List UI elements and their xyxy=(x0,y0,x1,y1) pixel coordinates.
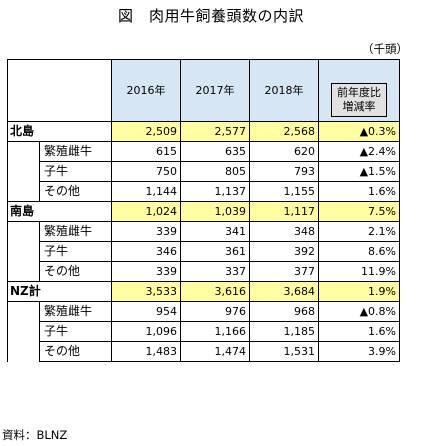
row-label: 子牛 xyxy=(39,321,112,342)
row-label: その他 xyxy=(39,341,112,362)
value-cell: 1,144 xyxy=(111,181,181,202)
group-total-row: 北島 2,509 2,577 2,568 ▲0.3% xyxy=(7,121,400,142)
col-header-2018: 2018年 xyxy=(249,59,319,122)
change-cell: 3.9% xyxy=(318,341,400,362)
value-cell: 750 xyxy=(111,161,181,182)
value-cell: 1,137 xyxy=(180,181,250,202)
table-row: その他 1,144 1,137 1,155 1.6% xyxy=(8,181,400,202)
change-cell: ▲0.8% xyxy=(318,301,400,322)
value-cell: 976 xyxy=(180,301,250,322)
indent-cell xyxy=(7,301,40,362)
change-header-line2: 増減率 xyxy=(342,100,376,113)
value-cell: 377 xyxy=(249,261,319,282)
table-row: 子牛 346 361 392 8.6% xyxy=(8,241,400,262)
col-header-2017: 2017年 xyxy=(180,59,250,122)
change-cell: ▲1.5% xyxy=(318,161,400,182)
value-cell: 361 xyxy=(180,241,250,262)
total-cell: 3,533 xyxy=(111,281,181,302)
row-label: 繁殖雌牛 xyxy=(39,141,112,162)
change-cell: 8.6% xyxy=(318,241,400,262)
row-label: 子牛 xyxy=(39,241,112,262)
total-cell: 3,616 xyxy=(180,281,250,302)
value-cell: 793 xyxy=(249,161,319,182)
row-label: その他 xyxy=(39,181,112,202)
value-cell: 392 xyxy=(249,241,319,262)
table-row: 子牛 750 805 793 ▲1.5% xyxy=(8,161,400,182)
change-cell: 1.6% xyxy=(318,181,400,202)
value-cell: 346 xyxy=(111,241,181,262)
col-header-2016: 2016年 xyxy=(111,59,181,122)
value-cell: 1,483 xyxy=(111,341,181,362)
source-note: 資料：BLNZ xyxy=(2,428,68,442)
group-label: NZ計 xyxy=(7,281,112,302)
value-cell: 1,096 xyxy=(111,321,181,342)
change-cell: 1.6% xyxy=(318,321,400,342)
table-row: 繁殖雌牛 954 976 968 ▲0.8% xyxy=(7,301,400,362)
table-row: 繁殖雌牛 339 341 348 2.1% xyxy=(7,221,400,282)
change-header-box: 前年度比 増減率 xyxy=(331,83,387,117)
indent-cell xyxy=(7,221,40,282)
value-cell: 339 xyxy=(111,261,181,282)
total-cell: 2,577 xyxy=(180,121,250,142)
value-cell: 341 xyxy=(180,221,250,242)
table-row: 繁殖雌牛 615 635 620 ▲2.4% xyxy=(7,141,400,202)
col-header-change: 前年度比 増減率 xyxy=(318,59,400,122)
value-cell: 1,474 xyxy=(180,341,250,362)
total-cell: 1,039 xyxy=(180,201,250,222)
unit-label: （千頭） xyxy=(362,42,408,56)
value-cell: 1,531 xyxy=(249,341,319,362)
total-change-cell: 1.9% xyxy=(318,281,400,302)
value-cell: 1,166 xyxy=(180,321,250,342)
cattle-table: 2016年 2017年 2018年 前年度比 増減率 北島 2,509 2,57… xyxy=(7,59,400,362)
change-header-line1: 前年度比 xyxy=(337,86,381,99)
total-cell: 2,568 xyxy=(249,121,319,142)
value-cell: 968 xyxy=(249,301,319,322)
group-label: 南島 xyxy=(7,201,112,222)
row-label: 繁殖雌牛 xyxy=(39,221,112,242)
header-row: 2016年 2017年 2018年 前年度比 増減率 xyxy=(7,59,400,122)
row-label: 子牛 xyxy=(39,161,112,182)
table-row: その他 339 337 377 11.9% xyxy=(8,261,400,282)
value-cell: 635 xyxy=(180,141,250,162)
page-title: 図 肉用牛飼養頭数の内訳 xyxy=(117,7,304,25)
value-cell: 339 xyxy=(111,221,181,242)
change-cell: 11.9% xyxy=(318,261,400,282)
header-corner xyxy=(7,59,112,122)
total-cell: 1,117 xyxy=(249,201,319,222)
table-row: 子牛 1,096 1,166 1,185 1.6% xyxy=(8,321,400,342)
row-label: 繁殖雌牛 xyxy=(39,301,112,322)
value-cell: 620 xyxy=(249,141,319,162)
indent-cell xyxy=(7,141,40,202)
value-cell: 1,155 xyxy=(249,181,319,202)
value-cell: 337 xyxy=(180,261,250,282)
total-change-cell: 7.5% xyxy=(318,201,400,222)
group-total-row: NZ計 3,533 3,616 3,684 1.9% xyxy=(7,281,400,302)
change-cell: 2.1% xyxy=(318,221,400,242)
table-row: その他 1,483 1,474 1,531 3.9% xyxy=(8,341,400,362)
value-cell: 954 xyxy=(111,301,181,322)
value-cell: 805 xyxy=(180,161,250,182)
total-cell: 3,684 xyxy=(249,281,319,302)
total-cell: 1,024 xyxy=(111,201,181,222)
row-label: その他 xyxy=(39,261,112,282)
total-change-cell: ▲0.3% xyxy=(318,121,400,142)
value-cell: 615 xyxy=(111,141,181,162)
group-label: 北島 xyxy=(7,121,112,142)
total-cell: 2,509 xyxy=(111,121,181,142)
value-cell: 1,185 xyxy=(249,321,319,342)
value-cell: 348 xyxy=(249,221,319,242)
change-cell: ▲2.4% xyxy=(318,141,400,162)
group-total-row: 南島 1,024 1,039 1,117 7.5% xyxy=(7,201,400,222)
